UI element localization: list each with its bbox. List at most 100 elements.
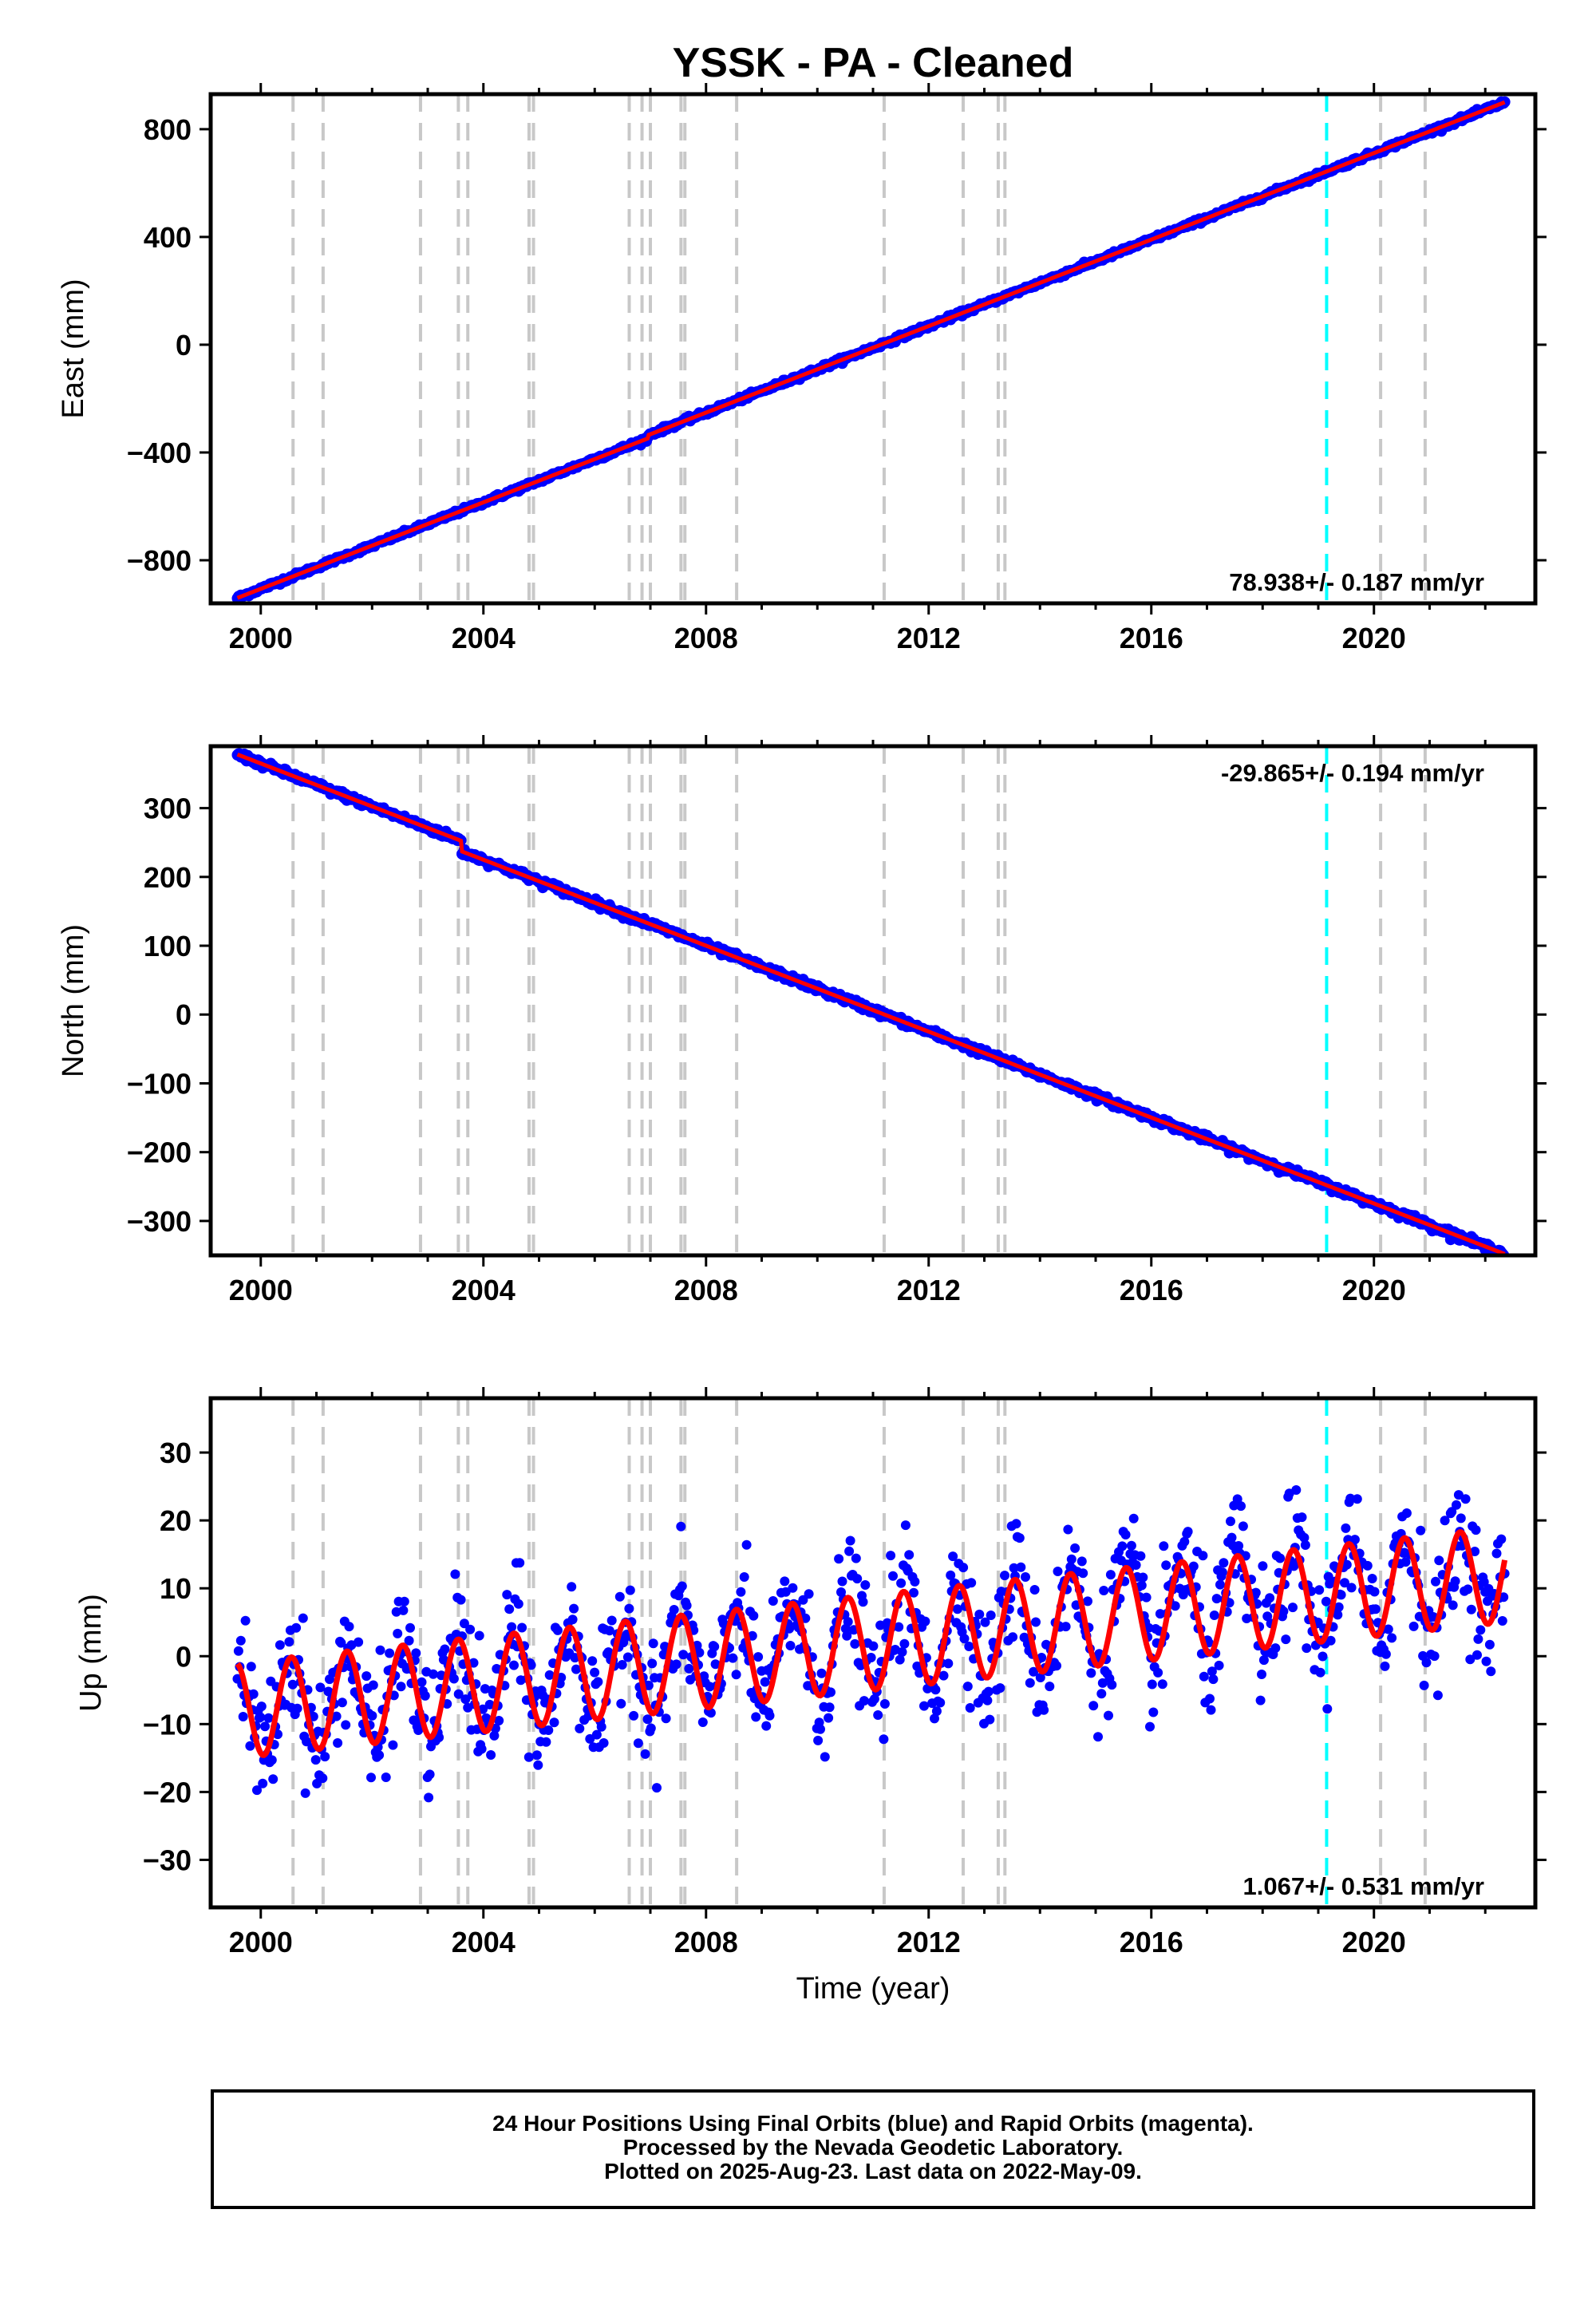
data-point	[1367, 1574, 1377, 1583]
x-tick-label: 2004	[452, 622, 516, 654]
data-point	[596, 1721, 606, 1732]
data-point	[255, 1712, 266, 1722]
data-point	[1226, 1516, 1235, 1527]
data-point	[1270, 1643, 1281, 1654]
data-point	[1183, 1527, 1193, 1537]
data-point	[256, 1701, 267, 1712]
data-point	[544, 1670, 555, 1680]
data-point	[593, 1677, 603, 1687]
data-point	[1486, 1666, 1496, 1677]
data-point	[826, 1687, 836, 1697]
data-point	[1039, 1705, 1049, 1715]
data-point	[323, 1686, 334, 1697]
data-point	[677, 1581, 687, 1591]
data-point	[428, 1669, 438, 1679]
data-point	[798, 1595, 808, 1605]
data-point	[1380, 1661, 1390, 1671]
data-point	[1465, 1654, 1476, 1665]
data-point	[291, 1622, 302, 1633]
data-point	[460, 1694, 471, 1705]
data-point	[484, 1699, 495, 1709]
data-point	[1053, 1567, 1063, 1576]
data-point	[1258, 1655, 1269, 1666]
data-point	[531, 1750, 542, 1761]
y-tick-label: 200	[144, 861, 192, 894]
data-point	[697, 1717, 708, 1727]
x-tick-label: 2004	[452, 1274, 516, 1306]
data-point	[768, 1596, 778, 1606]
data-point	[1014, 1533, 1025, 1543]
data-point	[1025, 1678, 1035, 1688]
data-point	[894, 1622, 904, 1632]
data-point	[1147, 1679, 1157, 1690]
data-point	[816, 1724, 825, 1734]
data-point	[868, 1641, 879, 1651]
data-point	[1345, 1493, 1356, 1504]
data-point	[780, 1576, 790, 1587]
data-point	[844, 1546, 855, 1556]
y-tick-label: 800	[144, 113, 192, 146]
data-point	[1031, 1617, 1041, 1627]
data-point	[764, 1710, 775, 1721]
model-fit-line	[235, 1529, 1508, 1758]
data-point	[300, 1788, 310, 1798]
data-point	[1463, 1584, 1473, 1595]
data-point	[456, 1595, 466, 1605]
data-point	[852, 1574, 863, 1584]
x-tick-label: 2008	[674, 1274, 738, 1306]
x-tick-label: 2008	[674, 1926, 738, 1958]
data-point	[1209, 1611, 1219, 1620]
data-point	[1257, 1670, 1266, 1679]
data-point	[1481, 1656, 1491, 1666]
data-point	[1198, 1551, 1208, 1561]
data-point	[986, 1611, 996, 1620]
data-point	[1145, 1721, 1155, 1732]
data-point	[920, 1616, 930, 1626]
data-point	[736, 1587, 746, 1597]
data-point	[980, 1617, 990, 1627]
data-point	[235, 1635, 246, 1646]
data-point	[1340, 1578, 1349, 1588]
data-point	[486, 1750, 496, 1760]
data-point	[866, 1653, 876, 1662]
data-point	[728, 1653, 738, 1663]
data-point	[930, 1685, 941, 1695]
footer-box: 24 Hour Positions Using Final Orbits (bl…	[211, 2089, 1535, 2209]
data-point	[780, 1587, 791, 1597]
y-tick-label: −200	[127, 1136, 192, 1169]
data-point	[1009, 1563, 1019, 1573]
data-point	[448, 1674, 459, 1684]
data-point	[974, 1609, 985, 1619]
data-point	[1369, 1587, 1380, 1597]
data-point	[1138, 1572, 1148, 1583]
data-point	[842, 1630, 852, 1641]
data-point	[647, 1658, 658, 1669]
data-point	[405, 1622, 415, 1633]
y-tick-label: −100	[127, 1067, 192, 1100]
data-point	[1206, 1705, 1216, 1715]
data-point	[336, 1638, 346, 1648]
x-tick-label: 2016	[1120, 622, 1183, 654]
data-point	[1341, 1523, 1351, 1533]
data-point	[341, 1720, 351, 1730]
data-point	[315, 1682, 326, 1693]
data-point	[1000, 1571, 1009, 1581]
data-point	[896, 1578, 907, 1588]
data-point	[886, 1551, 896, 1561]
data-point	[302, 1737, 312, 1747]
data-point	[318, 1773, 328, 1784]
data-point	[958, 1563, 969, 1573]
data-point	[873, 1710, 883, 1720]
data-point	[567, 1614, 578, 1625]
data-point	[625, 1585, 635, 1595]
data-point	[388, 1740, 398, 1750]
data-point	[1217, 1567, 1227, 1578]
data-point	[718, 1618, 729, 1629]
data-point	[541, 1737, 551, 1747]
data-point	[731, 1670, 741, 1680]
data-point	[571, 1664, 581, 1674]
data-point	[1421, 1658, 1432, 1668]
data-point	[1323, 1571, 1333, 1582]
data-point	[287, 1679, 298, 1690]
